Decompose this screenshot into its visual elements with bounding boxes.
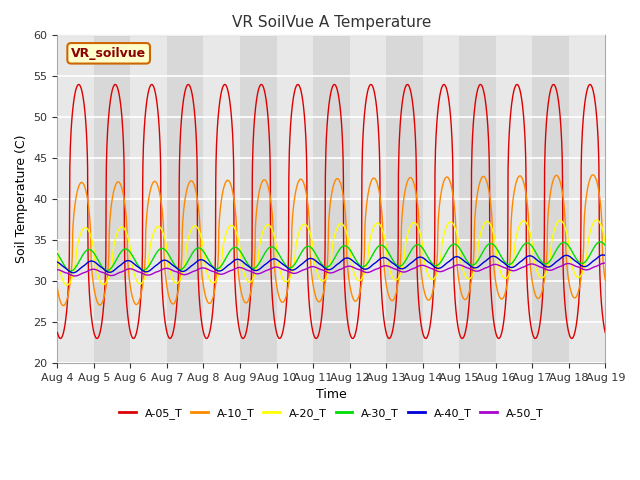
Bar — [167, 36, 204, 363]
A-05_T — [207, 326, 214, 332]
A-50_T — [491, 262, 499, 267]
Bar — [422, 36, 459, 363]
A-50_T — [207, 268, 214, 274]
Bar — [386, 36, 422, 363]
A-30_T — [54, 251, 61, 256]
Bar — [349, 36, 386, 363]
A-05_T — [54, 330, 61, 336]
A-30_T — [348, 249, 355, 255]
A-40_T — [568, 256, 576, 262]
A-50_T — [71, 273, 79, 279]
A-40_T — [553, 258, 561, 264]
A-10_T — [491, 271, 499, 277]
A-10_T — [207, 300, 214, 306]
X-axis label: Time: Time — [316, 388, 347, 401]
Line: A-40_T: A-40_T — [58, 255, 605, 273]
A-30_T — [596, 239, 604, 245]
A-10_T — [348, 290, 355, 296]
Bar — [94, 36, 131, 363]
A-20_T — [568, 264, 576, 270]
A-40_T — [207, 263, 214, 268]
Bar — [131, 36, 167, 363]
A-10_T — [602, 277, 609, 283]
Bar — [459, 36, 496, 363]
A-05_T — [348, 335, 355, 340]
A-10_T — [589, 172, 597, 178]
A-20_T — [207, 278, 214, 284]
A-30_T — [553, 246, 561, 252]
Line: A-50_T: A-50_T — [58, 263, 605, 276]
A-20_T — [593, 217, 600, 223]
A-50_T — [568, 262, 576, 267]
Legend: A-05_T, A-10_T, A-20_T, A-30_T, A-40_T, A-50_T: A-05_T, A-10_T, A-20_T, A-30_T, A-40_T, … — [115, 403, 548, 423]
A-05_T — [586, 82, 594, 87]
Line: A-10_T: A-10_T — [58, 175, 605, 306]
Bar — [569, 36, 605, 363]
A-40_T — [54, 259, 61, 265]
A-40_T — [359, 266, 367, 272]
A-10_T — [60, 303, 67, 309]
A-05_T — [359, 130, 367, 135]
A-50_T — [359, 269, 367, 275]
A-40_T — [491, 253, 499, 259]
A-05_T — [602, 330, 609, 336]
Bar — [532, 36, 569, 363]
Bar — [276, 36, 313, 363]
A-20_T — [359, 273, 367, 279]
A-05_T — [553, 90, 561, 96]
A-50_T — [601, 260, 609, 266]
A-20_T — [491, 235, 499, 241]
A-05_T — [491, 324, 499, 330]
Bar — [204, 36, 240, 363]
Y-axis label: Soil Temperature (C): Soil Temperature (C) — [15, 135, 28, 264]
A-10_T — [359, 268, 367, 274]
Line: A-05_T: A-05_T — [58, 84, 605, 338]
Bar — [58, 36, 94, 363]
A-30_T — [568, 249, 576, 255]
A-10_T — [553, 173, 561, 179]
A-05_T — [56, 336, 64, 341]
Title: VR SoilVue A Temperature: VR SoilVue A Temperature — [232, 15, 431, 30]
A-40_T — [348, 257, 355, 263]
Bar — [240, 36, 276, 363]
A-50_T — [553, 265, 561, 271]
Text: VR_soilvue: VR_soilvue — [71, 47, 146, 60]
A-20_T — [553, 220, 561, 226]
A-05_T — [568, 336, 576, 341]
Bar — [313, 36, 349, 363]
A-30_T — [491, 243, 499, 249]
A-20_T — [63, 282, 71, 288]
Line: A-30_T: A-30_T — [58, 242, 605, 271]
A-50_T — [348, 264, 355, 269]
A-30_T — [207, 260, 214, 266]
A-30_T — [359, 264, 367, 270]
A-20_T — [602, 240, 609, 246]
A-40_T — [69, 270, 77, 276]
A-20_T — [348, 259, 355, 265]
A-30_T — [602, 242, 609, 248]
A-50_T — [602, 260, 609, 266]
A-50_T — [54, 267, 61, 273]
A-10_T — [568, 292, 576, 298]
A-10_T — [54, 286, 61, 291]
A-20_T — [54, 248, 61, 254]
A-40_T — [599, 252, 607, 258]
A-40_T — [602, 252, 609, 258]
Line: A-20_T: A-20_T — [58, 220, 605, 285]
A-30_T — [67, 268, 74, 274]
Bar — [496, 36, 532, 363]
